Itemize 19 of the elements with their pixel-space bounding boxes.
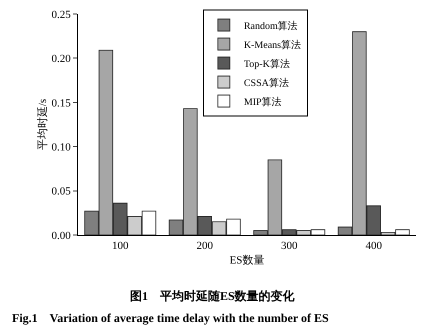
legend-label: Top-K算法 [244, 58, 290, 70]
legend-label: MIP算法 [244, 96, 282, 108]
x-tick-label: 200 [196, 240, 214, 252]
y-tick-label: 0.20 [52, 53, 72, 66]
y-axis-title: 平均时延/s [36, 98, 49, 150]
y-tick-label: 0.05 [52, 186, 72, 198]
x-tick-label: 300 [281, 240, 298, 252]
y-tick-label: 0.10 [52, 141, 72, 154]
x-tick-label: 400 [366, 240, 382, 252]
text: Fig.1 Variation of average time delay with the number of ES [12, 311, 329, 325]
y-tick-label: 0.00 [52, 230, 72, 242]
x-axis-title: ES数量 [230, 254, 264, 266]
x-tick-label: 100 [112, 240, 129, 252]
y-tick-label: 0.25 [52, 8, 72, 21]
legend-label: CSSA算法 [244, 76, 289, 89]
text: 图1 平均时延随ES数量的变化 [130, 289, 296, 303]
y-tick-label: 0.15 [52, 97, 72, 110]
legend-label: K-Means算法 [244, 38, 302, 51]
legend-label: Random算法 [244, 20, 298, 32]
